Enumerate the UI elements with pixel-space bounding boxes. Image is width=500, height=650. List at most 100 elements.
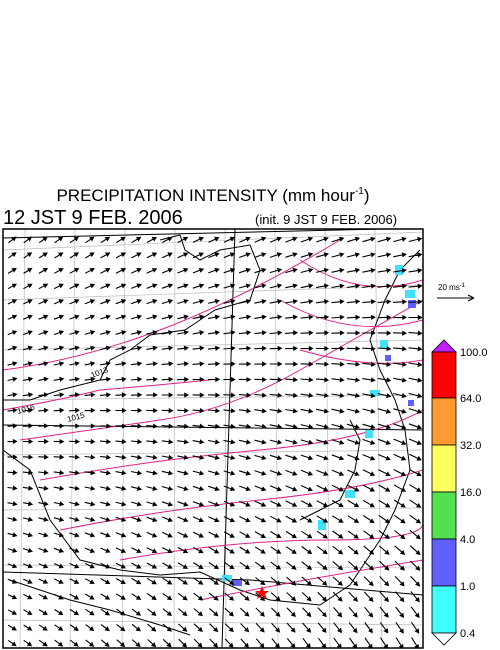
wind-vector — [177, 330, 189, 336]
wind-vector — [331, 439, 345, 445]
wind-vector — [315, 267, 330, 273]
wind-vector — [362, 484, 375, 492]
wind-vector — [362, 454, 376, 461]
wind-vector — [285, 236, 298, 243]
wind-vector — [331, 408, 345, 414]
wind-vector — [85, 624, 95, 632]
wind-vector — [348, 576, 359, 587]
wind-vector — [300, 439, 314, 445]
wind-vector — [54, 639, 64, 647]
wind-vector — [53, 438, 65, 445]
wind-vector — [238, 470, 251, 476]
wind-vector — [285, 469, 298, 476]
wind-vector — [38, 485, 49, 491]
wind-vector — [147, 608, 157, 616]
wind-vector — [238, 345, 252, 351]
wind-vector — [238, 330, 252, 336]
wind-vector — [286, 622, 296, 633]
wind-vector — [362, 314, 376, 320]
wind-vector — [131, 608, 142, 616]
title-exponent: -1 — [355, 186, 364, 197]
wind-vector — [69, 252, 80, 259]
wind-vector — [410, 575, 421, 587]
wind-vector — [239, 516, 251, 523]
wind-vector — [377, 236, 392, 243]
wind-vector — [162, 592, 173, 601]
wind-vector — [177, 392, 190, 398]
title-text: PRECIPITATION INTENSITY (mm hour — [56, 186, 355, 205]
wind-vector — [177, 314, 189, 320]
wind-vector — [270, 561, 282, 570]
wind-vector — [331, 423, 345, 430]
wind-legend-exponent: -1 — [460, 283, 466, 289]
wind-vector — [393, 438, 407, 445]
wind-vector — [300, 330, 314, 336]
wind-vector — [99, 392, 112, 398]
wind-vector — [193, 608, 203, 617]
wind-vector — [315, 361, 330, 367]
wind-vector — [69, 501, 80, 507]
wind-vector — [223, 361, 236, 367]
wind-vector — [347, 499, 360, 508]
wind-vector — [254, 454, 267, 461]
wind-vector — [146, 283, 158, 289]
wind-vector — [84, 516, 96, 522]
wind-vector — [130, 470, 143, 476]
wind-vector — [115, 252, 127, 259]
wind-vector — [7, 438, 18, 445]
wind-vector — [116, 608, 126, 616]
wind-vector — [269, 314, 283, 320]
wind-vector — [69, 283, 80, 290]
wind-vector — [286, 592, 297, 602]
wind-vector — [239, 531, 251, 538]
wind-vector — [223, 299, 236, 305]
wind-vector — [38, 407, 49, 413]
wind-vector — [53, 501, 65, 507]
wind-vector — [23, 252, 33, 259]
wind-vector — [393, 453, 407, 461]
wind-vector — [177, 267, 189, 274]
wind-vector — [161, 361, 174, 367]
wind-vector — [333, 637, 342, 648]
wind-vector — [53, 361, 65, 367]
wind-vector — [224, 577, 235, 585]
wind-vector — [285, 392, 298, 398]
wind-vector — [332, 545, 344, 555]
wind-vector — [239, 546, 251, 554]
wind-vector — [224, 607, 234, 617]
wind-vector — [22, 376, 34, 382]
wind-vector — [223, 283, 236, 289]
wind-vector — [207, 439, 221, 445]
wind-vector — [7, 501, 18, 507]
colorbar — [431, 339, 457, 646]
wind-vector — [300, 267, 314, 274]
wind-vector — [379, 560, 390, 571]
wind-vector — [285, 485, 298, 492]
wind-vector — [53, 345, 65, 351]
wind-vector — [238, 423, 252, 429]
wind-vector — [208, 252, 220, 259]
wind-vector — [22, 423, 34, 429]
wind-vector — [316, 484, 329, 492]
wind-vector — [115, 562, 127, 569]
wind-vector — [130, 423, 143, 429]
wind-vector — [130, 392, 143, 398]
wind-vector — [100, 624, 110, 632]
wind-vector — [177, 470, 189, 476]
wind-vector — [177, 485, 189, 492]
wind-vector — [409, 545, 421, 556]
wind-vector — [347, 454, 360, 461]
wind-vector — [146, 392, 158, 398]
wind-vector — [99, 407, 112, 414]
wind-vector — [38, 345, 49, 351]
wind-vector — [300, 408, 314, 414]
wind-vector — [146, 531, 158, 538]
wind-vector — [286, 638, 296, 648]
wind-vector — [7, 314, 18, 320]
colorbar-label: 32.0 — [460, 440, 481, 452]
wind-vector — [411, 637, 419, 648]
wind-vector — [332, 561, 344, 571]
wind-vector — [99, 345, 112, 351]
wind-vector — [161, 252, 173, 259]
wind-vector — [332, 591, 343, 602]
